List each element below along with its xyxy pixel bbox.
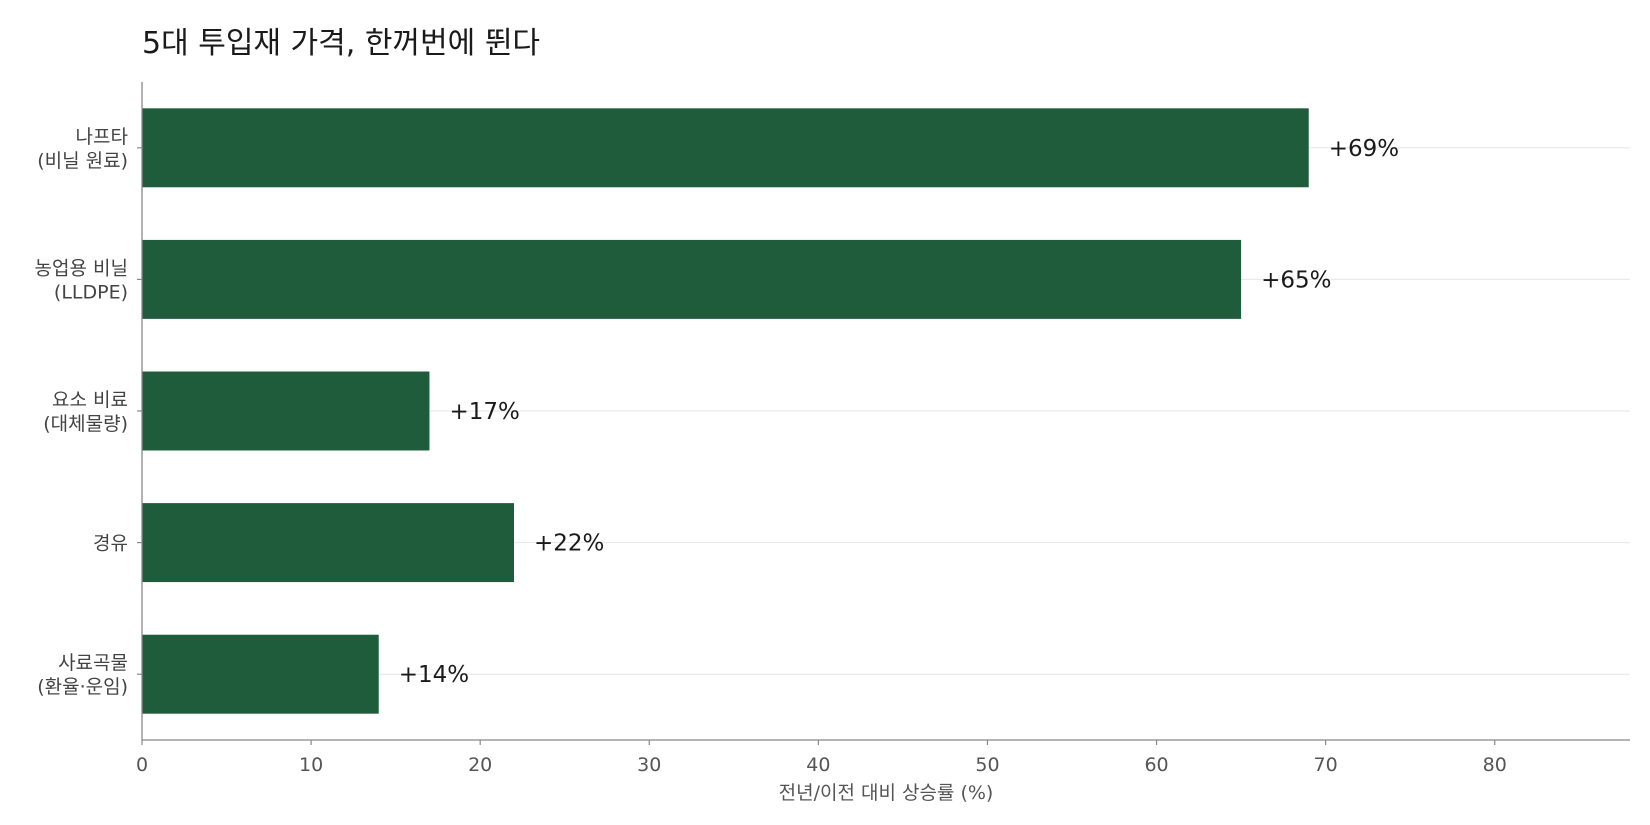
y-tick-label: 나프타	[76, 126, 128, 148]
data-label: +69%	[1329, 136, 1399, 162]
x-axis-title: 전년/이전 대비 상승률 (%)	[779, 782, 994, 804]
x-tick-label: 40	[806, 754, 830, 776]
y-tick-label: 사료곡물	[58, 652, 128, 674]
y-tick-label: 요소 비료	[52, 389, 128, 411]
x-tick-label: 70	[1314, 754, 1338, 776]
data-label: +17%	[449, 399, 519, 425]
x-tick-label: 50	[975, 754, 999, 776]
data-label: +14%	[399, 662, 469, 688]
data-label: +65%	[1261, 267, 1331, 293]
x-tick-label: 0	[136, 754, 148, 776]
y-tick-label: 농업용 비닐	[35, 257, 128, 279]
y-tick-label: (LLDPE)	[54, 281, 128, 303]
y-tick-label: (환율·운임)	[37, 676, 128, 698]
x-tick-label: 20	[468, 754, 492, 776]
bar	[142, 503, 514, 583]
x-tick-label: 60	[1144, 754, 1168, 776]
bar	[142, 239, 1242, 319]
chart-title: 5대 투입재 가격, 한꺼번에 뛴다	[142, 26, 540, 61]
y-tick-label: (비닐 원료)	[37, 150, 128, 172]
x-tick-label: 30	[637, 754, 661, 776]
x-tick-label: 10	[299, 754, 323, 776]
bar	[142, 108, 1309, 188]
x-tick-label: 80	[1483, 754, 1507, 776]
data-label: +22%	[534, 531, 604, 557]
y-tick-label: (대체물량)	[43, 413, 128, 435]
bar	[142, 634, 379, 714]
bar	[142, 371, 430, 451]
y-tick-label: 경유	[93, 533, 128, 555]
